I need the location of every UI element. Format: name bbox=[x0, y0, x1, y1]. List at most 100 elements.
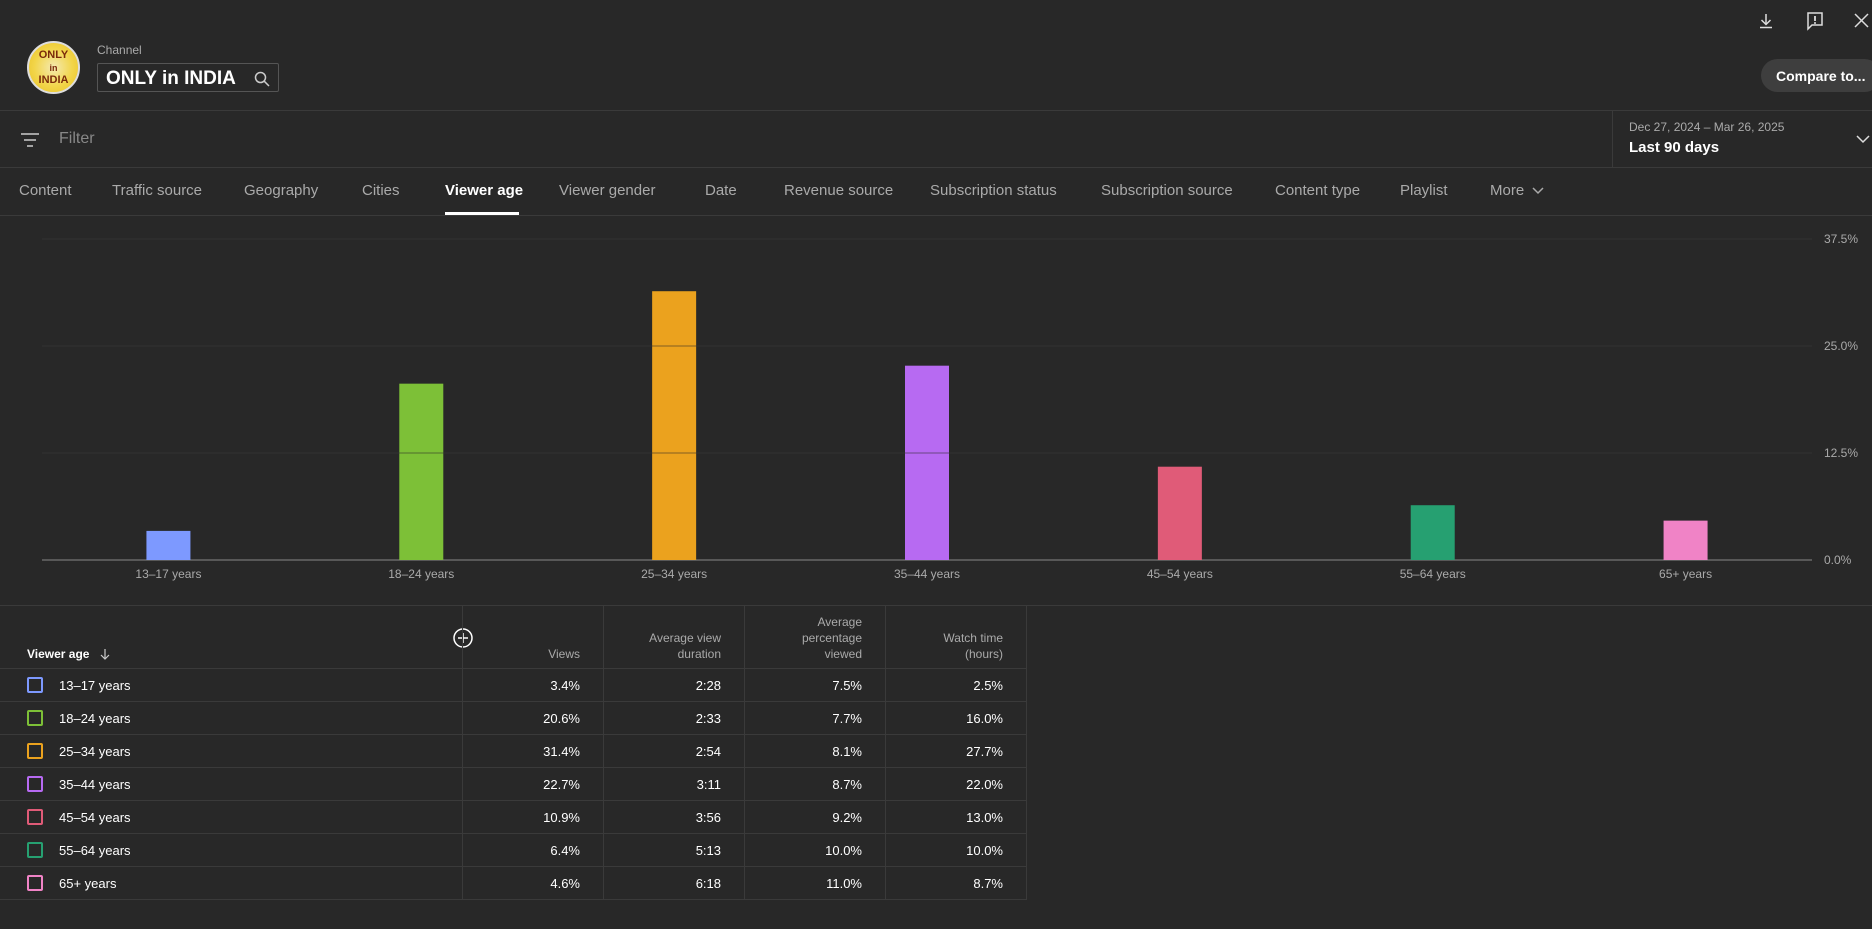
row-avd: 2:33 bbox=[695, 711, 721, 726]
header-wt-line1: Watch time bbox=[943, 631, 1003, 645]
row-avd: 3:11 bbox=[696, 777, 721, 792]
chevron-down-icon bbox=[1856, 135, 1870, 144]
row-avd: 5:13 bbox=[695, 843, 721, 858]
row-apv: 7.5% bbox=[832, 678, 862, 693]
x-tick-label: 65+ years bbox=[1659, 567, 1712, 581]
row-checkbox[interactable] bbox=[27, 776, 43, 792]
row-checkbox[interactable] bbox=[27, 677, 43, 693]
tab-revenue-source[interactable]: Revenue source bbox=[784, 182, 894, 199]
active-tab-indicator bbox=[445, 212, 519, 215]
dimension-tabs: Content Traffic source Geography Cities … bbox=[0, 168, 1872, 216]
table-row[interactable]: 18–24 years 20.6% 2:33 7.7% 16.0% bbox=[0, 701, 1027, 734]
sort-down-icon[interactable] bbox=[99, 648, 111, 660]
header-apv-line3: viewed bbox=[824, 647, 862, 661]
table-row[interactable]: 35–44 years 22.7% 3:11 8.7% 22.0% bbox=[0, 767, 1027, 800]
header-apv-line2: percentage bbox=[801, 631, 862, 645]
row-label: 45–54 years bbox=[59, 810, 131, 825]
download-icon[interactable] bbox=[1757, 12, 1775, 30]
tab-cities[interactable]: Cities bbox=[362, 182, 400, 199]
row-watch-time: 13.0% bbox=[966, 810, 1003, 825]
compare-button[interactable]: Compare to... bbox=[1761, 59, 1872, 92]
tab-subscription-source[interactable]: Subscription source bbox=[1101, 182, 1233, 199]
bar[interactable] bbox=[1663, 520, 1708, 560]
search-icon[interactable] bbox=[254, 71, 270, 87]
bar[interactable] bbox=[652, 291, 697, 560]
row-views: 31.4% bbox=[543, 744, 580, 759]
row-avd: 2:28 bbox=[695, 678, 721, 693]
header-avd-line2: duration bbox=[677, 647, 721, 661]
close-icon[interactable] bbox=[1853, 12, 1870, 29]
tab-content-type[interactable]: Content type bbox=[1275, 182, 1361, 199]
tab-viewer-age[interactable]: Viewer age bbox=[445, 182, 524, 199]
column-divider bbox=[462, 605, 463, 900]
x-tick-label: 35–44 years bbox=[894, 567, 960, 581]
bar[interactable] bbox=[399, 383, 444, 560]
x-tick-label: 25–34 years bbox=[641, 567, 707, 581]
filter-icon[interactable] bbox=[21, 132, 39, 148]
table-row[interactable]: 65+ years 4.6% 6:18 11.0% 8.7% bbox=[0, 866, 1027, 899]
table-row[interactable]: 25–34 years 31.4% 2:54 8.1% 27.7% bbox=[0, 734, 1027, 767]
date-range-selector[interactable]: Dec 27, 2024 – Mar 26, 2025 Last 90 days bbox=[1612, 111, 1872, 168]
table-row[interactable]: 45–54 years 10.9% 3:56 9.2% 13.0% bbox=[0, 800, 1027, 833]
row-checkbox[interactable] bbox=[27, 710, 43, 726]
channel-label: Channel bbox=[97, 43, 142, 57]
column-divider bbox=[603, 605, 604, 900]
row-checkbox[interactable] bbox=[27, 809, 43, 825]
channel-avatar: ONLY in INDIA bbox=[27, 41, 80, 94]
row-apv: 8.7% bbox=[832, 777, 862, 792]
tab-viewer-gender[interactable]: Viewer gender bbox=[559, 182, 656, 199]
row-label: 55–64 years bbox=[59, 843, 131, 858]
column-divider bbox=[1026, 605, 1027, 900]
header-avd-line1: Average view bbox=[649, 631, 721, 645]
header-avg-view-duration[interactable]: Average view duration bbox=[621, 630, 721, 662]
channel-name: ONLY in INDIA bbox=[106, 68, 236, 89]
tab-date[interactable]: Date bbox=[705, 182, 737, 199]
x-tick-label: 55–64 years bbox=[1400, 567, 1466, 581]
row-apv: 9.2% bbox=[832, 810, 862, 825]
date-range-label: Last 90 days bbox=[1629, 139, 1720, 156]
row-avd: 6:18 bbox=[695, 876, 721, 891]
feedback-icon[interactable] bbox=[1805, 11, 1825, 31]
tab-content[interactable]: Content bbox=[19, 182, 72, 199]
header-viewer-age-label: Viewer age bbox=[27, 647, 90, 661]
avatar-text-1: ONLY bbox=[38, 49, 69, 61]
row-checkbox[interactable] bbox=[27, 875, 43, 891]
filter-bar: Filter Dec 27, 2024 – Mar 26, 2025 Last … bbox=[0, 110, 1872, 168]
header-views[interactable]: Views bbox=[548, 647, 580, 661]
header-avg-pct-viewed[interactable]: Average percentage viewed bbox=[762, 614, 862, 662]
header-viewer-age[interactable]: Viewer age bbox=[27, 646, 111, 662]
header-apv-line1: Average bbox=[817, 615, 862, 629]
y-tick-label: 25.0% bbox=[1824, 339, 1858, 353]
row-checkbox[interactable] bbox=[27, 743, 43, 759]
tab-more[interactable]: More bbox=[1490, 182, 1544, 199]
column-divider bbox=[885, 605, 886, 900]
tab-playlist[interactable]: Playlist bbox=[1400, 182, 1448, 199]
table-row[interactable]: 55–64 years 6.4% 5:13 10.0% 10.0% bbox=[0, 833, 1027, 866]
filter-input[interactable]: Filter bbox=[59, 130, 95, 147]
bar[interactable] bbox=[905, 365, 949, 560]
add-circle-icon[interactable] bbox=[453, 628, 473, 648]
tab-subscription-status[interactable]: Subscription status bbox=[930, 182, 1057, 199]
tab-more-label: More bbox=[1490, 182, 1525, 199]
row-avd: 3:56 bbox=[695, 810, 721, 825]
row-watch-time: 27.7% bbox=[966, 744, 1003, 759]
tab-geography[interactable]: Geography bbox=[244, 182, 319, 199]
row-avd: 2:54 bbox=[695, 744, 721, 759]
header-wt-line2: (hours) bbox=[964, 647, 1003, 661]
row-label: 35–44 years bbox=[59, 777, 131, 792]
channel-selector[interactable]: ONLY in INDIA bbox=[97, 63, 279, 92]
row-views: 6.4% bbox=[550, 843, 580, 858]
bar[interactable] bbox=[1410, 505, 1455, 560]
row-watch-time: 22.0% bbox=[966, 777, 1003, 792]
table-row[interactable]: 13–17 years 3.4% 2:28 7.5% 2.5% bbox=[0, 668, 1027, 701]
header-watch-time[interactable]: Watch time (hours) bbox=[903, 630, 1003, 662]
tab-traffic-source[interactable]: Traffic source bbox=[112, 182, 203, 199]
row-checkbox[interactable] bbox=[27, 842, 43, 858]
x-tick-label: 45–54 years bbox=[1147, 567, 1213, 581]
row-label: 65+ years bbox=[59, 876, 117, 891]
bar[interactable] bbox=[146, 530, 191, 560]
row-views: 3.4% bbox=[550, 678, 580, 693]
viewer-age-chart: 0.0% 12.5% 25.0% 37.5% 13–17 years 18–24 year… bbox=[0, 217, 1872, 587]
header-bar: ONLY in INDIA Channel ONLY in INDIA Comp… bbox=[0, 0, 1872, 110]
bar[interactable] bbox=[1157, 466, 1202, 560]
